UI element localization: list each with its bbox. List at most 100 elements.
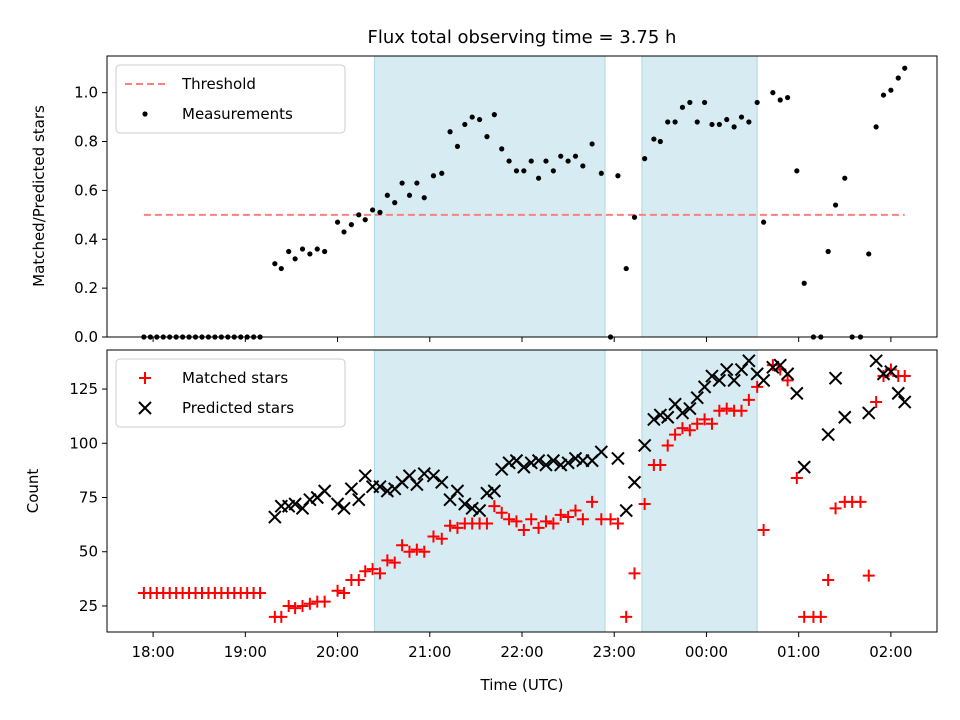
predicted-stars-point	[410, 477, 424, 492]
measurement-point	[286, 248, 292, 255]
measurement-point	[631, 214, 638, 220]
matched-stars-point	[628, 567, 641, 580]
predicted-stars-point	[720, 362, 734, 377]
predicted-stars-point	[661, 410, 675, 424]
measurement-point	[888, 87, 894, 93]
matched-stars-point	[289, 602, 302, 615]
x-tick-label: 18:00	[131, 643, 174, 661]
matched-stars-point	[781, 374, 794, 387]
predicted-stars-point	[697, 380, 712, 394]
predicted-stars-point	[561, 456, 575, 470]
predicted-stars-point	[524, 456, 538, 470]
predicted-stars-point	[288, 497, 302, 511]
matched-stars-point	[488, 500, 501, 513]
predicted-stars-point	[821, 427, 835, 442]
top-legend	[115, 64, 346, 134]
matched-stars-point	[720, 402, 733, 415]
measurement-point	[299, 246, 306, 252]
measurement-point	[528, 158, 534, 164]
x-tick-label: 22:00	[500, 643, 543, 661]
bottom-legend	[115, 358, 346, 428]
matched-stars-point	[669, 428, 682, 441]
x-tick-label: 23:00	[593, 643, 636, 661]
matched-stars-point	[338, 586, 351, 599]
measurement-point	[731, 124, 737, 130]
predicted-stars-point	[594, 445, 609, 459]
measurement-point	[469, 114, 475, 120]
measurement-point	[642, 156, 648, 162]
matched-stars-point	[698, 413, 711, 426]
top-axes-frame	[106, 55, 938, 338]
measurement-point	[521, 168, 527, 174]
measurement-point	[589, 141, 595, 147]
measurement-point	[657, 138, 663, 145]
matched-stars-point	[638, 498, 651, 511]
measurement-point	[370, 207, 376, 213]
predicted-stars-point	[487, 484, 502, 498]
predicted-stars-point	[891, 386, 905, 401]
predicted-stars-point	[450, 484, 465, 498]
measurement-point	[785, 94, 791, 101]
measurement-point	[499, 146, 505, 152]
legend-measurement-swatch	[142, 111, 148, 117]
predicted-stars-point	[780, 367, 795, 381]
matched-stars-point	[254, 586, 267, 599]
matched-stars-point	[480, 517, 493, 530]
predicted-stars-point	[330, 497, 345, 511]
predicted-stars-point	[352, 492, 366, 507]
predicted-stars-point	[756, 373, 771, 388]
x-tick-label: 02:00	[869, 643, 912, 661]
bottom-axes: 25 50 75 100 125 18:00 19:00 20:00 21:00 22:00 23:…	[69, 349, 938, 661]
measurement-point	[558, 153, 564, 159]
matched-stars-point	[676, 422, 689, 435]
matched-stars-point	[532, 521, 545, 534]
x-tick-label: 00:00	[685, 643, 728, 661]
measurement-point	[694, 119, 700, 125]
bottom-y-axis-label: Count	[24, 469, 42, 514]
measurement-point	[322, 248, 328, 255]
legend-predicted-swatch	[138, 401, 152, 415]
top-y-tick-label: 0.2	[74, 279, 98, 297]
x-tick-label: 20:00	[316, 643, 359, 661]
measurement-point	[679, 104, 686, 110]
measurement-point	[880, 92, 887, 98]
measurement-point	[314, 246, 320, 252]
predicted-stars-point	[373, 479, 387, 494]
predicted-stars-point	[876, 367, 891, 381]
matched-stars-point	[381, 554, 394, 567]
measurement-point	[623, 265, 629, 272]
predicted-stars-point	[539, 458, 553, 472]
predicted-stars-point	[766, 360, 780, 375]
measurement-point	[866, 251, 872, 257]
measurement-point	[794, 168, 800, 174]
measurement-point	[565, 158, 571, 164]
predicted-stars-point	[611, 451, 625, 466]
measurement-point	[454, 143, 461, 150]
predicted-stars-point	[869, 354, 883, 368]
top-legend-label: Threshold	[181, 75, 256, 93]
measurement-point	[873, 124, 879, 130]
matched-stars-point	[388, 556, 401, 569]
measurement-point	[377, 209, 383, 215]
matched-stars-point	[318, 595, 331, 608]
predicted-stars-point	[337, 501, 351, 516]
matched-stars-point	[604, 513, 617, 526]
matched-stars-point	[418, 545, 431, 558]
matched-stars-point	[611, 517, 624, 530]
predicted-stars-point	[683, 401, 697, 416]
x-axis-label: Time (UTC)	[480, 676, 564, 694]
predicted-stars-point	[472, 503, 487, 518]
measurement-point	[825, 248, 831, 255]
matched-stars-point	[495, 506, 508, 519]
matched-stars-point	[554, 508, 567, 521]
matched-stars-point	[331, 584, 344, 597]
predicted-stars-point	[531, 453, 546, 468]
measurement-point	[536, 175, 542, 181]
top-y-tick-label: 0.0	[74, 328, 98, 346]
measurement-point	[754, 99, 760, 106]
matched-stars-point	[713, 404, 726, 417]
matched-stars-point	[576, 513, 589, 526]
measurement-point	[665, 119, 671, 125]
predicted-stars-point	[380, 484, 395, 498]
measurement-point	[491, 112, 497, 118]
